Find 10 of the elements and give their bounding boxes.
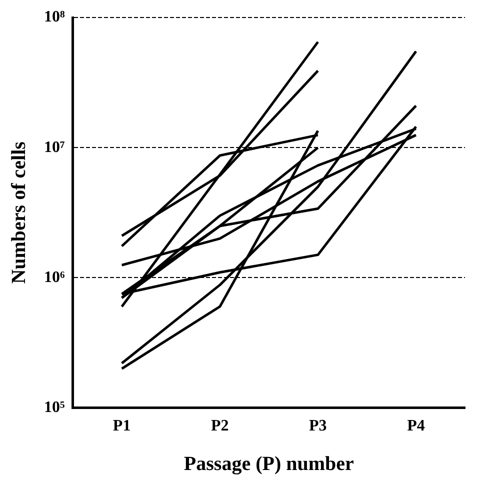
x-tick-label: P2 xyxy=(210,418,229,435)
x-axis-title: Passage (P) number xyxy=(184,453,354,476)
y-tick-label: 10⁷ xyxy=(44,138,65,156)
y-axis-title: Numbers of cells xyxy=(8,141,30,284)
y-tick-label: 10⁵ xyxy=(44,398,65,416)
y-tick-label: 10⁶ xyxy=(44,268,65,286)
x-tick-label: P1 xyxy=(112,418,131,435)
x-tick-label: P4 xyxy=(407,418,425,435)
y-tick-label: 10⁸ xyxy=(44,8,65,26)
x-tick-label: P3 xyxy=(309,418,327,435)
